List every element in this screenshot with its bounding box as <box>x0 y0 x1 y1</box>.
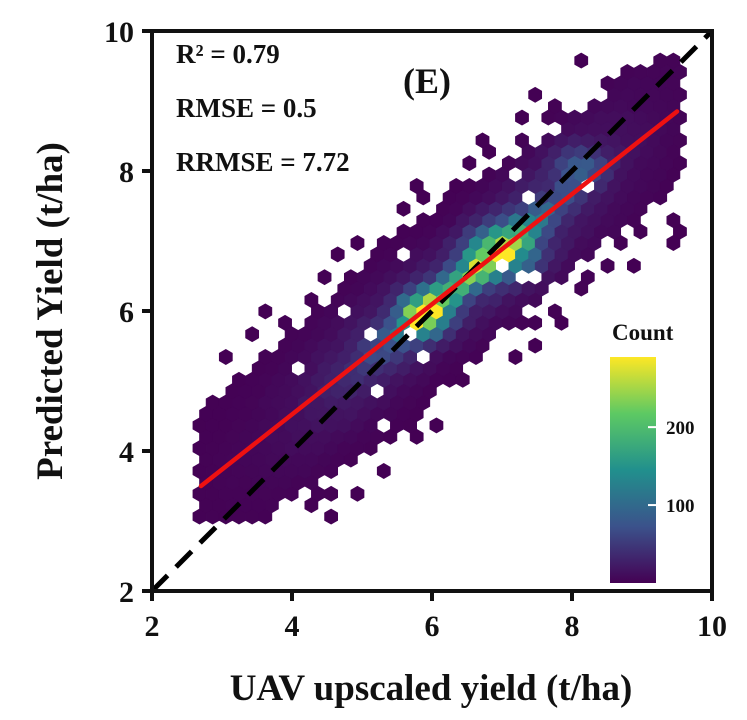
hexbin <box>515 132 529 149</box>
one-to-one-line <box>150 29 714 593</box>
hexbin <box>548 98 562 115</box>
frame-layer: 2 4 6 8 10 2 4 6 8 10 <box>104 16 727 643</box>
line-layer <box>150 29 714 593</box>
hexbin <box>574 52 589 69</box>
hexbin <box>324 508 339 525</box>
hexbin <box>580 269 595 286</box>
colorbar-tick-label: 100 <box>666 496 695 517</box>
y-tick-label: 4 <box>119 436 134 469</box>
hexbin <box>462 155 477 172</box>
colorbar-tick-label: 200 <box>666 418 695 439</box>
colorbar-gradient <box>610 357 656 583</box>
hexbin <box>429 417 444 434</box>
x-tick-label: 2 <box>145 610 160 643</box>
x-tick-label: 10 <box>697 610 727 643</box>
x-tick-label: 6 <box>425 610 440 643</box>
hexbin <box>475 132 490 149</box>
r2-label: R² = 0.79 <box>176 39 280 69</box>
hexbin <box>376 463 391 479</box>
hexbin <box>350 485 365 502</box>
hexbin <box>304 292 319 308</box>
hexbin <box>627 257 641 274</box>
hexbin <box>350 235 365 251</box>
x-axis-title: UAV upscaled yield (t/ha) <box>230 668 633 709</box>
y-tick-label: 8 <box>119 156 134 189</box>
hexbin <box>245 326 260 343</box>
rmse-label: RMSE = 0.5 <box>176 93 317 123</box>
hexbin <box>324 485 339 502</box>
y-tick-label: 6 <box>119 296 134 329</box>
hexbin <box>548 303 562 320</box>
y-tick-label: 2 <box>119 576 134 609</box>
hexbin <box>317 269 332 286</box>
y-tick-label: 10 <box>104 16 134 49</box>
text-layer: UAV upscaled yield (t/ha) Predicted Yiel… <box>30 39 674 709</box>
hexbin <box>396 200 411 217</box>
panel-label: (E) <box>403 61 451 101</box>
hexbin <box>218 349 233 365</box>
hexbin <box>409 178 424 194</box>
hexbin <box>600 257 615 274</box>
colorbar: 100 200 <box>610 357 695 583</box>
hexbin <box>528 86 543 103</box>
hexbin <box>258 303 273 320</box>
rrmse-label: RRMSE = 7.72 <box>176 147 350 177</box>
hexbin <box>330 246 345 263</box>
hexbin <box>278 314 292 331</box>
hexbin <box>528 314 543 331</box>
fit-line <box>198 109 680 489</box>
hexbin <box>666 212 681 229</box>
hexbin <box>515 109 529 126</box>
hexbin <box>508 349 523 365</box>
x-tick-label: 4 <box>285 610 300 643</box>
hexbin <box>528 337 543 354</box>
x-tick-label: 8 <box>565 610 580 643</box>
y-axis-title: Predicted Yield (t/ha) <box>30 142 71 480</box>
hexbin <box>666 52 681 69</box>
colorbar-title: Count <box>612 320 674 345</box>
